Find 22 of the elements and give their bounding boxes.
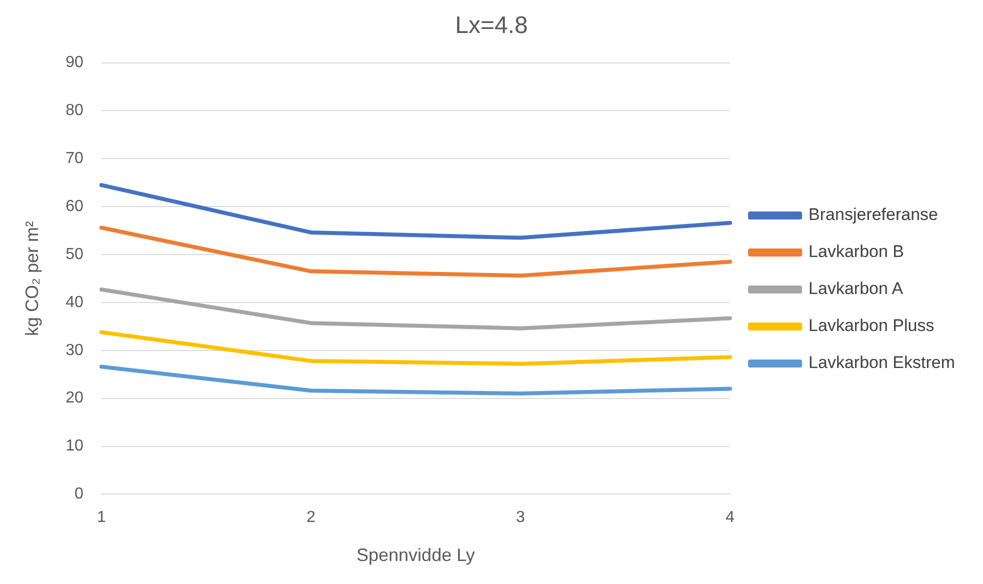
y-tick-label: 80 [66,102,84,120]
x-tick-label: 3 [516,509,526,526]
y-tick-label: 10 [66,438,84,455]
legend-label: Lavkarbon A [808,279,904,298]
x-axis-title: Spennvidde Ly [356,545,475,566]
y-tick-label: 50 [66,246,84,263]
legend-label: Lavkarbon Ekstrem [808,353,955,372]
y-tick-label: 70 [66,150,84,168]
y-tick-label: 40 [66,294,84,311]
y-axis-title: kg CO₂ per m² [22,220,42,336]
legend-label: Lavkarbon Pluss [808,316,934,336]
x-tick-label: 2 [306,509,316,526]
y-tick-label: 0 [74,486,84,503]
y-tick-label: 60 [66,198,84,216]
y-tick-label: 20 [66,390,84,407]
y-tick-label: 30 [66,342,84,359]
y-tick-label: 90 [66,54,84,72]
x-tick-label: 4 [726,509,735,526]
legend-label: Lavkarbon B [808,242,904,262]
legend-label: Bransjereferanse [808,205,938,224]
x-tick-label: 1 [96,509,106,526]
chart-title: Lx=4.8 [455,12,528,40]
